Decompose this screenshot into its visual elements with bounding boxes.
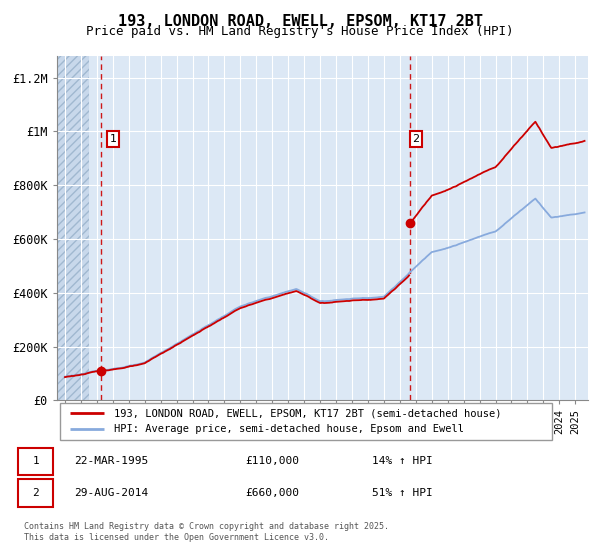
FancyBboxPatch shape <box>19 447 53 475</box>
Text: 1: 1 <box>110 134 116 144</box>
Text: 29-AUG-2014: 29-AUG-2014 <box>74 488 148 498</box>
Text: £110,000: £110,000 <box>245 456 299 466</box>
Text: Contains HM Land Registry data © Crown copyright and database right 2025.
This d: Contains HM Land Registry data © Crown c… <box>24 522 389 542</box>
Text: £660,000: £660,000 <box>245 488 299 498</box>
Text: 193, LONDON ROAD, EWELL, EPSOM, KT17 2BT: 193, LONDON ROAD, EWELL, EPSOM, KT17 2BT <box>118 14 482 29</box>
Text: HPI: Average price, semi-detached house, Epsom and Ewell: HPI: Average price, semi-detached house,… <box>114 424 464 435</box>
FancyBboxPatch shape <box>60 403 552 440</box>
Text: 1: 1 <box>32 456 39 466</box>
Text: Price paid vs. HM Land Registry's House Price Index (HPI): Price paid vs. HM Land Registry's House … <box>86 25 514 38</box>
Text: 193, LONDON ROAD, EWELL, EPSOM, KT17 2BT (semi-detached house): 193, LONDON ROAD, EWELL, EPSOM, KT17 2BT… <box>114 408 502 418</box>
Text: 2: 2 <box>32 488 39 498</box>
Text: 51% ↑ HPI: 51% ↑ HPI <box>372 488 433 498</box>
Text: 2: 2 <box>413 134 420 144</box>
FancyBboxPatch shape <box>19 479 53 507</box>
Text: 14% ↑ HPI: 14% ↑ HPI <box>372 456 433 466</box>
Text: 22-MAR-1995: 22-MAR-1995 <box>74 456 148 466</box>
